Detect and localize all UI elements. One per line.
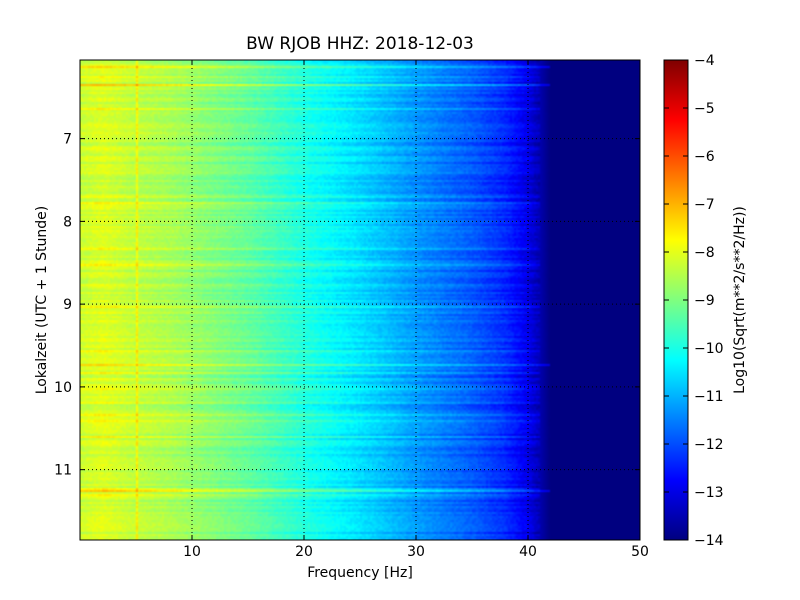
colorbar-tick-label: −12 [694, 437, 724, 453]
grid-lines [80, 60, 640, 540]
colorbar-tick-label: −14 [694, 533, 724, 549]
y-tick-label: 7 [63, 132, 72, 148]
y-tick-label: 8 [63, 214, 72, 230]
colorbar-tick-label: −9 [694, 293, 715, 309]
y-tick-label: 10 [54, 380, 72, 396]
x-tick-label: 30 [407, 544, 425, 560]
chart-title: BW RJOB HHZ: 2018-12-03 [246, 34, 474, 54]
x-tick-label: 40 [519, 544, 537, 560]
colorbar-tick-label: −11 [694, 389, 724, 405]
plot-frame [79, 59, 641, 541]
x-tick-label: 50 [631, 544, 649, 560]
x-axis: 10 20 30 40 50 [183, 60, 649, 560]
x-axis-label: Frequency [Hz] [307, 565, 413, 581]
colorbar-tick-label: −8 [694, 245, 715, 261]
colorbar-tick-label: −5 [694, 101, 715, 117]
colorbar-axis: −4 −5 −6 −7 −8 −9 −10 −11 −12 −13 −14 [664, 53, 724, 549]
colorbar-tick-label: −4 [694, 53, 715, 69]
y-tick-label: 11 [54, 463, 72, 479]
spectrogram-image [80, 60, 640, 540]
colorbar-tick-label: −6 [694, 149, 715, 165]
y-tick-label: 9 [63, 297, 72, 313]
x-tick-label: 20 [295, 544, 313, 560]
colorbar-tick-label: −13 [694, 485, 724, 501]
y-axis: 7 8 9 10 11 [54, 132, 640, 479]
x-tick-label: 10 [183, 544, 201, 560]
colorbar-tick-label: −7 [694, 197, 715, 213]
colorbar-label: Log10(Sqrt(m**2/s**2/Hz)) [732, 206, 748, 394]
y-axis-label: Lokalzeit (UTC + 1 Stunde) [34, 206, 50, 395]
colorbar-tick-label: −10 [694, 341, 724, 357]
spectrogram-raster [80, 60, 640, 540]
